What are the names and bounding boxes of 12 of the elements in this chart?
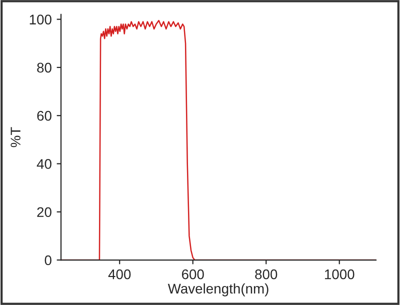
- y-tick-label: 100: [30, 14, 52, 24]
- y-tick-label: 60: [37, 110, 52, 121]
- x-tick-label: 600: [182, 269, 204, 280]
- y-axis-title: %T: [10, 127, 20, 148]
- x-tick-label: 400: [108, 269, 131, 280]
- x-axis-title: Wavelength(nm): [168, 283, 268, 296]
- y-tick-label: 80: [37, 62, 52, 73]
- x-tick-label: 800: [255, 269, 278, 280]
- y-tick-label: 0: [44, 255, 52, 266]
- y-tick-label: 20: [37, 207, 52, 218]
- x-tick-label: 1000: [324, 269, 354, 280]
- y-tick-label: 40: [36, 159, 52, 169]
